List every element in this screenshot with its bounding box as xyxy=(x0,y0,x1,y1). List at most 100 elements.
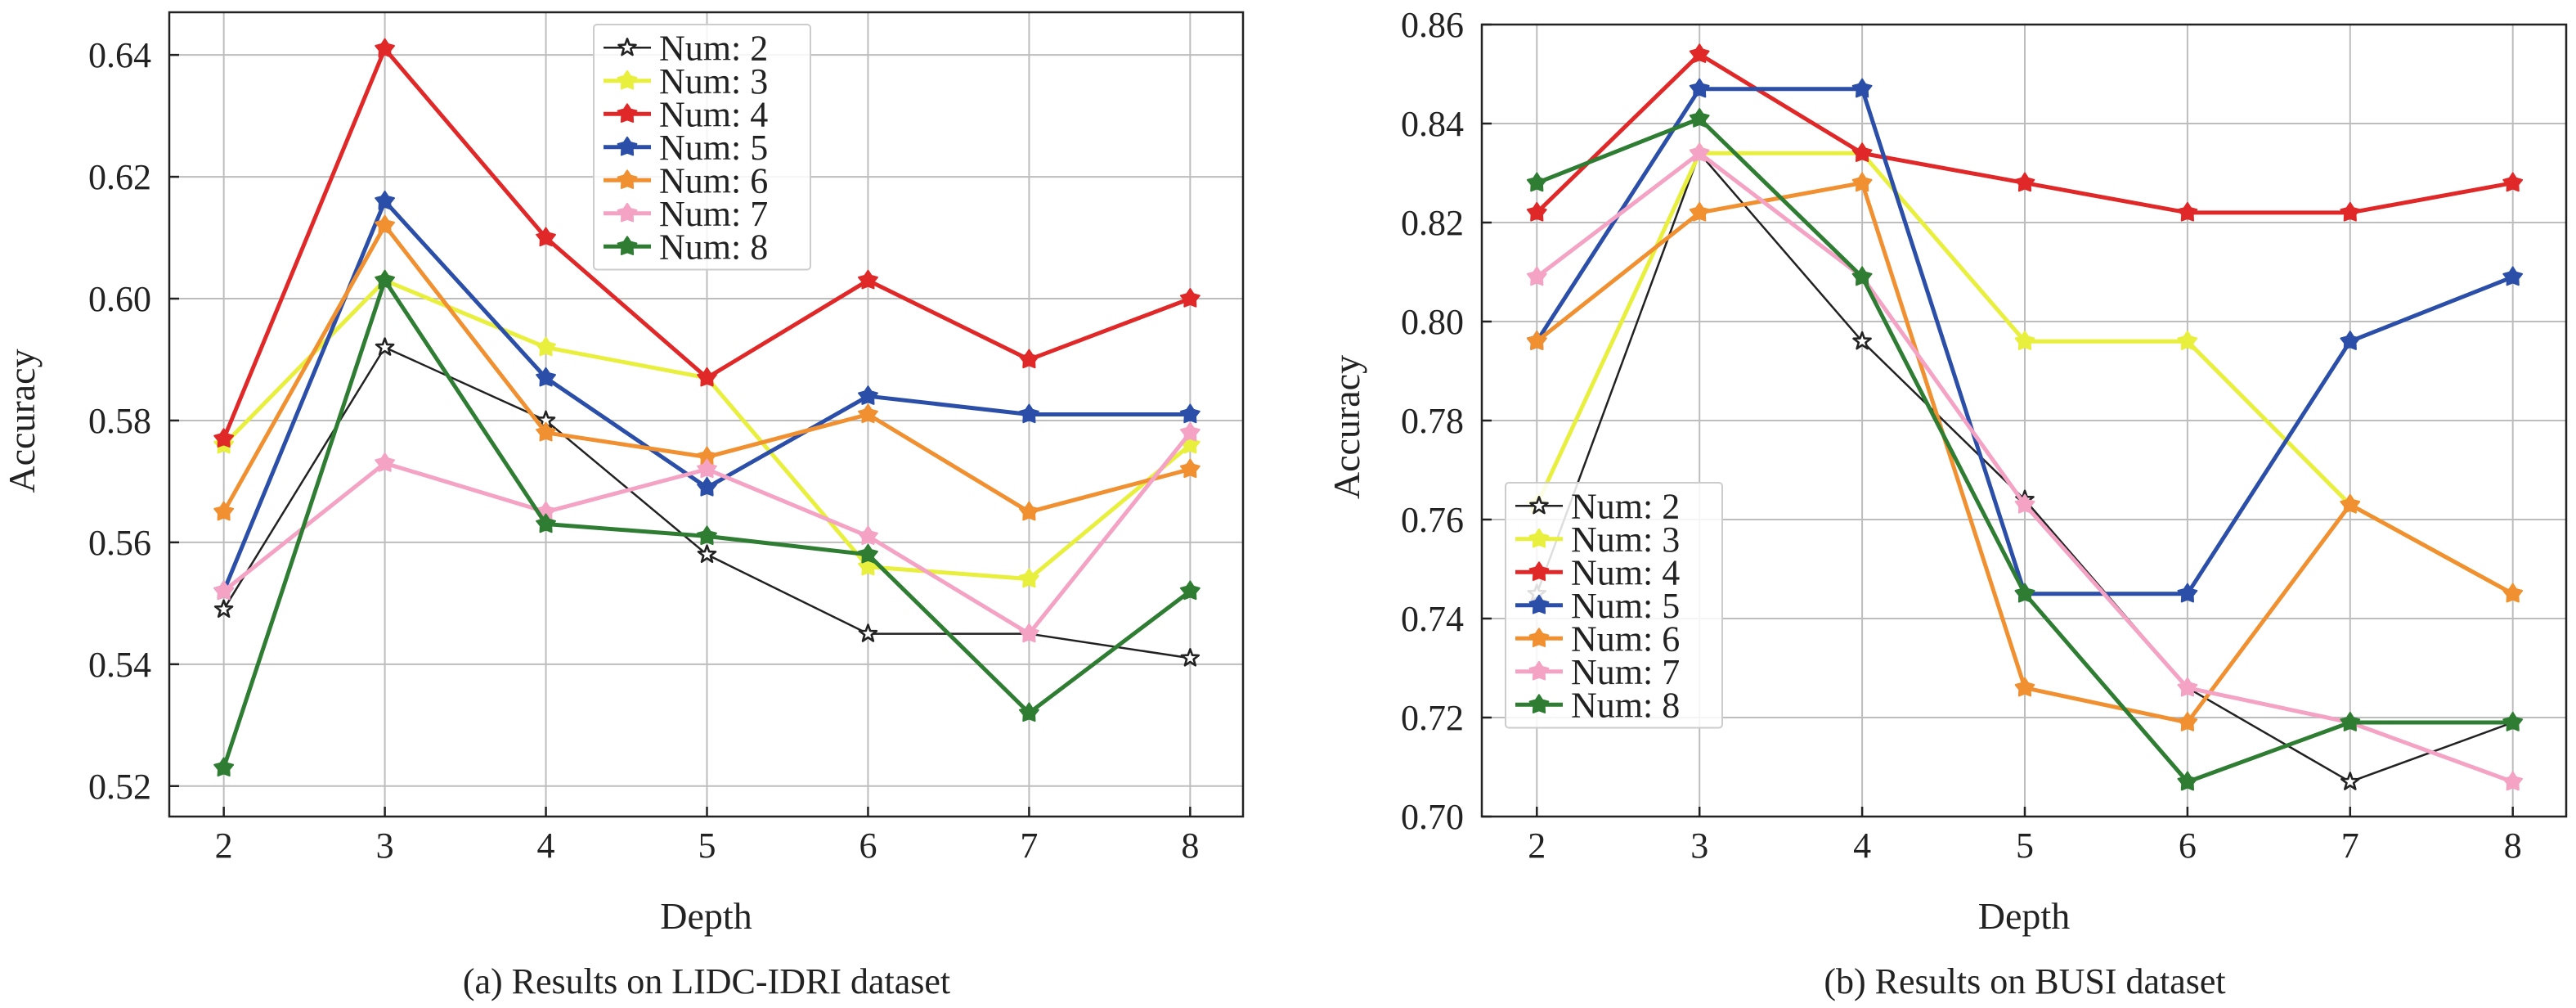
data-point xyxy=(1851,266,1873,286)
data-point xyxy=(2340,331,2361,350)
data-point xyxy=(1851,78,1873,98)
x-tick-label: 4 xyxy=(1853,826,1871,866)
legend-item: Num: 5 xyxy=(604,128,768,168)
data-point xyxy=(2502,266,2524,286)
legend-label: Num: 6 xyxy=(1571,619,1680,659)
legend-item: Num: 8 xyxy=(1515,685,1680,725)
y-tick-label: 0.70 xyxy=(1401,797,1464,837)
data-point xyxy=(375,38,395,58)
legend-label: Num: 4 xyxy=(1571,552,1680,592)
y-tick-label: 0.84 xyxy=(1401,104,1464,144)
legend-item: Num: 8 xyxy=(604,227,768,267)
legend-item: Num: 2 xyxy=(604,28,768,68)
data-point xyxy=(697,544,717,563)
x-tick-label: 6 xyxy=(2179,826,2197,866)
legend-label: Num: 5 xyxy=(659,128,768,168)
legend-item: Num: 6 xyxy=(1515,619,1680,659)
data-point xyxy=(213,599,234,618)
legend-item: Num: 3 xyxy=(1515,520,1680,560)
legend-item: Num: 7 xyxy=(604,194,768,234)
legend-label: Num: 2 xyxy=(659,28,768,68)
data-point xyxy=(1851,142,1873,162)
data-point xyxy=(1689,78,1710,98)
data-point xyxy=(697,458,717,479)
legend-label: Num: 3 xyxy=(659,61,768,101)
legend-box xyxy=(1505,482,1723,729)
x-tick-label: 4 xyxy=(537,826,555,866)
data-point xyxy=(2177,331,2198,350)
data-point xyxy=(697,476,717,497)
y-tick-label: 0.82 xyxy=(1401,203,1464,243)
series-num-8 xyxy=(213,269,1200,777)
data-point xyxy=(858,525,878,546)
data-point xyxy=(1689,108,1710,128)
y-tick-label: 0.56 xyxy=(88,523,151,563)
y-axis-label: Accuracy xyxy=(1,349,43,493)
data-point xyxy=(1689,43,1710,63)
data-point xyxy=(2340,772,2360,790)
data-point xyxy=(2340,712,2361,731)
y-axis-label: Accuracy xyxy=(1326,355,1367,499)
legend-label: Num: 8 xyxy=(1571,685,1680,725)
legend-label: Num: 8 xyxy=(659,227,768,267)
chart-panel-b: 2 3 4 5 6 7 8 0.70 0.72 0.74 0.76 0.78 0.80 0.82 0.84 0… xyxy=(1326,5,2568,1001)
data-point xyxy=(2340,201,2361,222)
data-point xyxy=(1689,142,1710,162)
data-point xyxy=(2502,771,2524,791)
data-point xyxy=(2502,583,2524,603)
legend-marker xyxy=(1528,694,1550,713)
y-tick-label: 0.74 xyxy=(1401,599,1464,639)
data-point xyxy=(2014,677,2035,697)
data-point xyxy=(1526,172,1547,192)
data-point xyxy=(536,367,556,387)
legend-label: Num: 7 xyxy=(659,194,768,234)
data-point xyxy=(2014,331,2035,350)
data-point xyxy=(2502,712,2524,731)
legend-label: Num: 4 xyxy=(659,94,768,134)
tick-marks xyxy=(169,53,1192,817)
data-point xyxy=(2177,712,2198,731)
data-point xyxy=(1526,201,1547,222)
x-tick-label: 8 xyxy=(1181,826,1199,866)
data-point xyxy=(1179,580,1200,601)
x-axis-label: Depth xyxy=(1978,895,2070,937)
x-tick-label: 2 xyxy=(215,826,233,866)
series-num-8 xyxy=(1526,108,2524,791)
data-point xyxy=(2177,771,2198,791)
data-point xyxy=(213,757,235,777)
data-point xyxy=(375,452,395,472)
data-point xyxy=(858,385,878,405)
y-tick-label: 0.78 xyxy=(1401,401,1464,441)
data-point xyxy=(858,623,878,642)
data-point xyxy=(1019,702,1039,722)
data-point xyxy=(1019,403,1039,424)
chart-panel-a: 2 3 4 5 6 7 8 0.52 0.54 0.56 0.58 0.60 0.62 0.64 Depth… xyxy=(1,11,1245,1001)
legend-marker xyxy=(1528,561,1550,581)
series-num-6 xyxy=(1526,172,2524,731)
y-tick-label: 0.60 xyxy=(88,279,151,319)
y-tick-label: 0.52 xyxy=(88,767,151,807)
data-point xyxy=(1526,331,1547,350)
plot-frame xyxy=(168,11,1245,818)
x-axis-label: Depth xyxy=(660,895,752,937)
x-tick-label: 8 xyxy=(2504,826,2522,866)
legend-box xyxy=(593,24,811,271)
legend-marker xyxy=(617,70,638,90)
data-point xyxy=(1851,172,1873,192)
data-point xyxy=(1179,403,1200,424)
panel-caption: (b) Results on BUSI dataset xyxy=(1824,961,2225,1001)
data-point xyxy=(1179,421,1200,442)
data-point xyxy=(697,367,717,387)
data-point xyxy=(1179,288,1200,308)
y-tick-label: 0.86 xyxy=(1401,5,1464,45)
legend-marker xyxy=(1528,594,1550,614)
legend-marker xyxy=(1528,628,1550,647)
data-point xyxy=(375,214,395,235)
legend-label: Num: 6 xyxy=(659,160,768,200)
data-point xyxy=(2177,677,2198,697)
x-tick-label: 3 xyxy=(376,826,394,866)
series-num-7 xyxy=(213,421,1200,643)
legend-label: Num: 2 xyxy=(1571,486,1680,526)
